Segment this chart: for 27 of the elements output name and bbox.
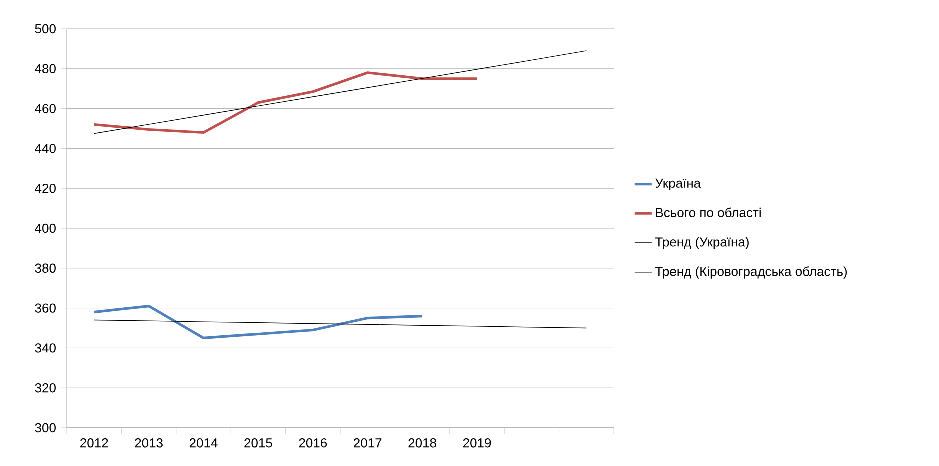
y-tick-label: 340	[35, 344, 56, 353]
line-series	[93, 72, 479, 134]
x-tick-label: 2012	[80, 438, 108, 448]
x-tick-label: 2017	[354, 438, 382, 448]
y-tick-label: 320	[35, 383, 56, 393]
legend-label: Тренд (Кіровоградська область)	[656, 266, 848, 279]
y-tick-label: 460	[35, 104, 56, 114]
x-tick-label: 2019	[463, 438, 492, 448]
legend-label: Тренд (Україна)	[656, 237, 749, 250]
x-tick-label: 2018	[408, 438, 436, 448]
line-series	[94, 50, 588, 134]
x-tick-label: 2013	[135, 438, 163, 448]
legend-label: Всього по області	[656, 208, 761, 218]
line-series	[93, 305, 424, 340]
x-tick-label: 2014	[190, 438, 218, 448]
x-tick-label: 2016	[299, 438, 328, 448]
y-tick-label: 480	[35, 64, 56, 74]
y-tick-label: 440	[35, 144, 56, 154]
y-tick-label: 300	[35, 423, 56, 433]
legend-label: Україна	[656, 178, 702, 191]
x-tick-label: 2015	[244, 438, 272, 448]
line-series	[94, 320, 588, 329]
y-tick-label: 380	[35, 264, 56, 273]
y-tick-label: 360	[35, 304, 56, 313]
y-tick-label: 420	[35, 184, 56, 194]
y-tick-label: 400	[35, 224, 56, 234]
y-tick-label: 500	[35, 24, 56, 34]
